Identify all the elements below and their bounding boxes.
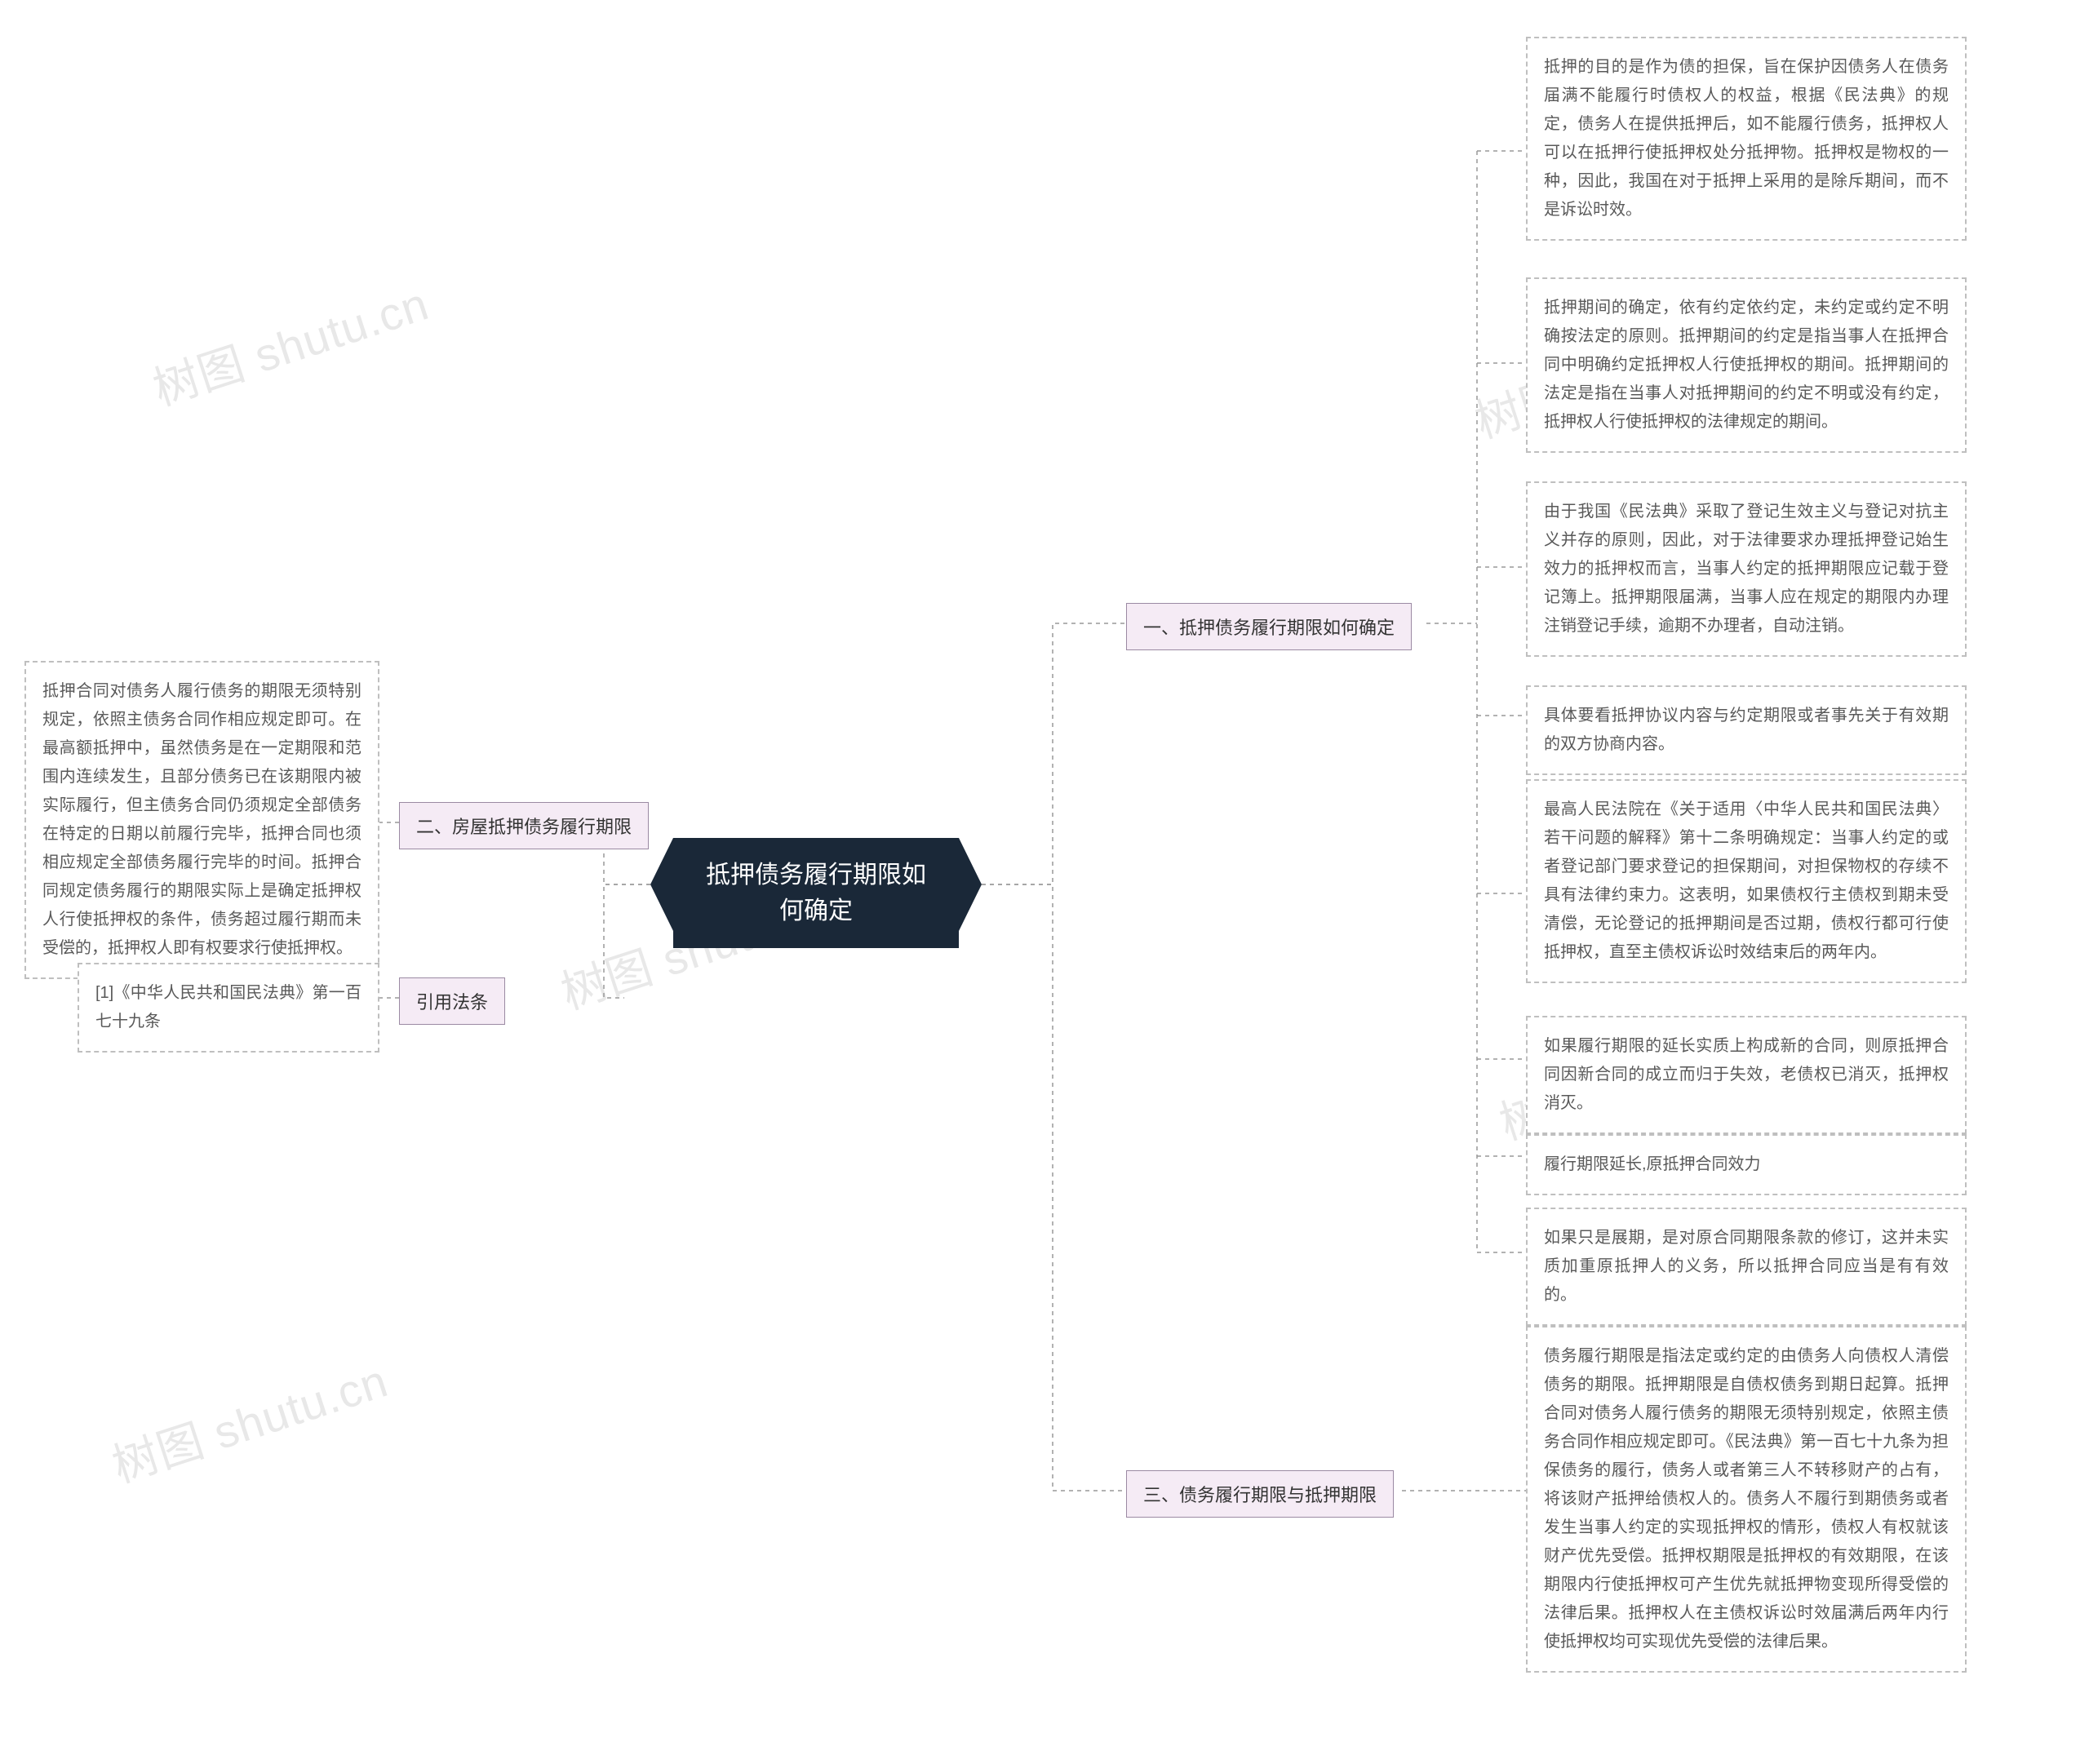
leaf-node: 抵押期间的确定，依有约定依约定，未约定或约定不明确按法定的原则。抵押期间的约定是… [1526, 277, 1967, 453]
leaf-node: [1]《中华人民共和国民法典》第一百七十九条 [78, 963, 379, 1053]
leaf-node: 如果履行期限的延长实质上构成新的合同，则原抵押合同因新合同的成立而归于失效，老债… [1526, 1016, 1967, 1134]
branch-section2: 二、房屋抵押债务履行期限 [399, 802, 649, 849]
leaf-node: 最高人民法院在《关于适用〈中华人民共和国民法典〉若干问题的解释》第十二条明确规定… [1526, 779, 1967, 983]
branch-section3: 三、债务履行期限与抵押期限 [1126, 1470, 1394, 1518]
leaf-node: 具体要看抵押协议内容与约定期限或者事先关于有效期的双方协商内容。 [1526, 685, 1967, 775]
leaf-node: 由于我国《民法典》采取了登记生效主义与登记对抗主义并存的原则，因此，对于法律要求… [1526, 481, 1967, 657]
leaf-node: 如果只是展期，是对原合同期限条款的修订，这并未实质加重原抵押人的义务，所以抵押合… [1526, 1208, 1967, 1326]
leaf-node: 债务履行期限是指法定或约定的由债务人向债权人清偿债务的期限。抵押期限是自债权债务… [1526, 1326, 1967, 1673]
branch-references: 引用法条 [399, 977, 505, 1025]
leaf-node: 抵押的目的是作为债的担保，旨在保护因债务人在债务届满不能履行时债权人的权益，根据… [1526, 37, 1967, 241]
leaf-node: 履行期限延长,原抵押合同效力 [1526, 1134, 1967, 1195]
watermark: 树图 shutu.cn [103, 1345, 395, 1496]
watermark: 树图 shutu.cn [144, 268, 436, 419]
center-topic: 抵押债务履行期限如何确定 [673, 838, 959, 948]
branch-section1: 一、抵押债务履行期限如何确定 [1126, 603, 1412, 650]
leaf-node: 抵押合同对债务人履行债务的期限无须特别规定，依照主债务合同作相应规定即可。在最高… [24, 661, 379, 979]
